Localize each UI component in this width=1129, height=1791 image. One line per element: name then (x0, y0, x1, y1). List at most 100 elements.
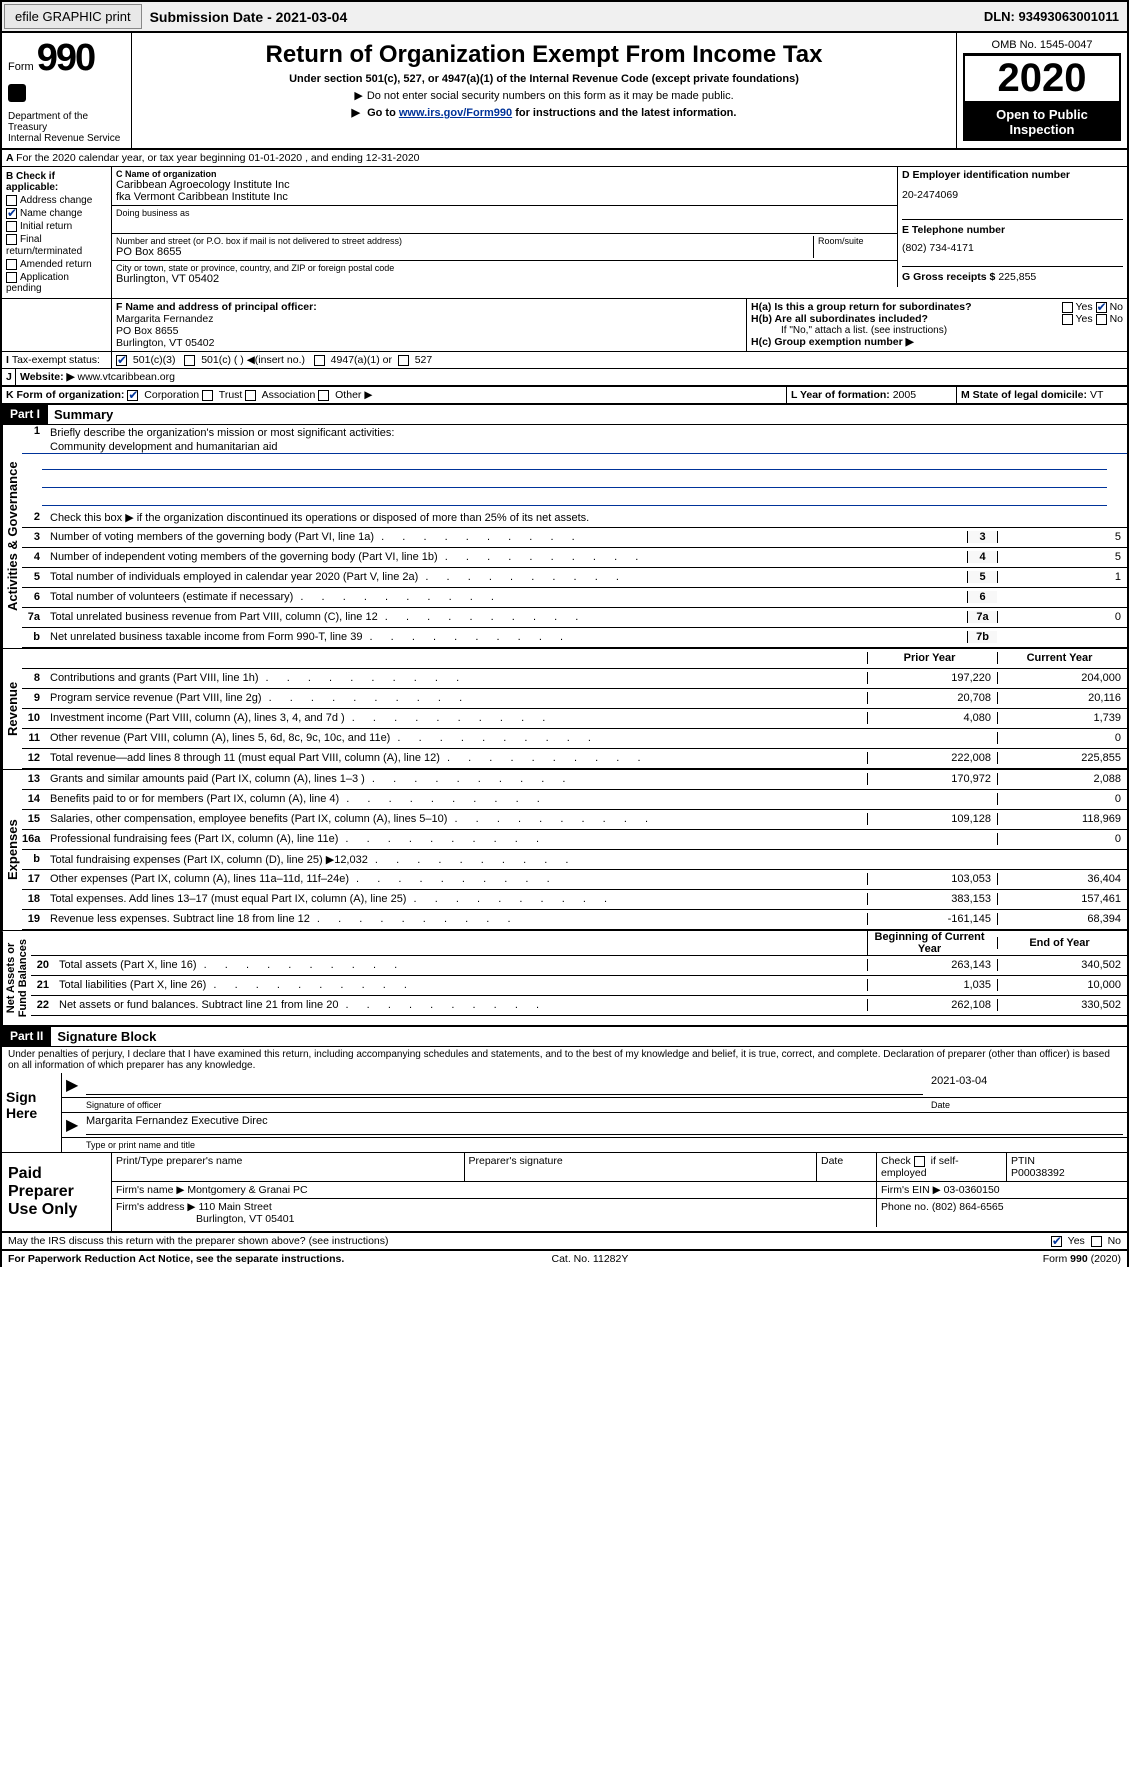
form-word: Form (8, 61, 34, 73)
mission-line-3 (42, 474, 1107, 488)
form-subtitle-3: Go to www.irs.gov/Form990 for instructio… (138, 106, 950, 119)
sign-date: 2021-03-04 (923, 1075, 1123, 1095)
tax-year: 2020 (963, 54, 1121, 103)
irs-link[interactable]: www.irs.gov/Form990 (399, 107, 512, 119)
open-to-public: Open to PublicInspection (963, 103, 1121, 141)
tab-expenses: Expenses (2, 770, 22, 930)
footer-cat: Cat. No. 11282Y (551, 1253, 628, 1265)
officer-addr2: Burlington, VT 05402 (116, 337, 742, 349)
checkbox-name-change[interactable] (6, 208, 17, 219)
checkbox-hb-no[interactable] (1096, 314, 1107, 325)
page-footer: For Paperwork Reduction Act Notice, see … (0, 1251, 1129, 1267)
summary-line: 5Total number of individuals employed in… (22, 568, 1127, 588)
governance-section: Activities & Governance 1Briefly describ… (0, 425, 1129, 648)
label-discuss-no: No (1108, 1235, 1121, 1247)
label-final-return: Final return/terminated (6, 235, 82, 257)
label-name-title: Type or print name and title (86, 1140, 195, 1150)
label-firm-addr: Firm's address ▶ (116, 1201, 196, 1213)
checkbox-discuss-yes[interactable] (1051, 1236, 1062, 1247)
part2-title: Signature Block (51, 1027, 162, 1046)
checkbox-4947[interactable] (314, 355, 325, 366)
checkbox-ha-yes[interactable] (1062, 302, 1073, 313)
section-b: B Check if applicable: Address change Na… (2, 167, 112, 298)
mission-line-2 (42, 456, 1107, 470)
form-title: Return of Organization Exempt From Incom… (138, 41, 950, 69)
hb-note: If "No," attach a list. (see instruction… (751, 325, 1123, 336)
checkbox-final-return[interactable] (6, 234, 17, 245)
part2-header-row: Part II Signature Block (0, 1027, 1129, 1047)
checkbox-app-pending[interactable] (6, 272, 17, 283)
footer-left: For Paperwork Reduction Act Notice, see … (8, 1253, 344, 1265)
label-phone: E Telephone number (902, 224, 1123, 236)
checkbox-trust[interactable] (202, 390, 213, 401)
label-website: Website: ▶ (20, 371, 75, 383)
part1-title: Summary (48, 405, 119, 424)
label-ha: H(a) Is this a group return for subordin… (751, 301, 972, 313)
label-501c: 501(c) ( ) ◀(insert no.) (201, 354, 305, 366)
summary-line: 20Total assets (Part X, line 16)263,1433… (31, 956, 1127, 976)
label-form-of-org: K Form of organization: (6, 389, 124, 401)
label-amended: Amended return (20, 259, 92, 270)
summary-line: 18Total expenses. Add lines 13–17 (must … (22, 890, 1127, 910)
website-row: J Website: ▶ www.vtcaribbean.org (0, 369, 1129, 387)
summary-line: 12Total revenue—add lines 8 through 11 (… (22, 749, 1127, 769)
label-city: City or town, state or province, country… (116, 263, 893, 273)
footer-right: Form 990 (2020) (1043, 1253, 1121, 1265)
goto-prefix: Go to (367, 107, 399, 119)
mission-text: Community development and humanitarian a… (22, 441, 1127, 454)
checkbox-amended[interactable] (6, 259, 17, 270)
part1-header-row: Part I Summary (0, 405, 1129, 425)
summary-line: bTotal fundraising expenses (Part IX, co… (22, 850, 1127, 870)
label-no: No (1110, 301, 1123, 313)
summary-line: 11Other revenue (Part VIII, column (A), … (22, 729, 1127, 749)
label-assoc: Association (262, 389, 316, 401)
officer-addr1: PO Box 8655 (116, 325, 742, 337)
label-4947: 4947(a)(1) or (331, 354, 392, 366)
label-preparer-sig: Preparer's signature (465, 1153, 818, 1181)
arrow-icon: ▶ (66, 1075, 86, 1095)
officer-name-title: Margarita Fernandez Executive Direc (86, 1115, 1123, 1135)
checkbox-address-change[interactable] (6, 195, 17, 206)
checkbox-discuss-no[interactable] (1091, 1236, 1102, 1247)
checkbox-corp[interactable] (127, 390, 138, 401)
city: Burlington, VT 05402 (116, 273, 893, 285)
expenses-section: Expenses 13Grants and similar amounts pa… (0, 769, 1129, 930)
part2-badge: Part II (2, 1027, 51, 1046)
summary-line: 4Number of independent voting members of… (22, 548, 1127, 568)
label-officer: F Name and address of principal officer: (116, 301, 742, 313)
checkbox-other-org[interactable] (318, 390, 329, 401)
label-room: Room/suite (818, 236, 893, 246)
checkbox-hb-yes[interactable] (1062, 314, 1073, 325)
tab-netassets: Net Assets or Fund Balances (2, 931, 31, 1025)
checkbox-initial-return[interactable] (6, 221, 17, 232)
section-b-header: B Check if applicable: (6, 171, 107, 193)
summary-line: 9Program service revenue (Part VIII, lin… (22, 689, 1127, 709)
revenue-section: Revenue Prior YearCurrent Year 8Contribu… (0, 648, 1129, 769)
label-firm-name: Firm's name ▶ (116, 1184, 184, 1196)
checkbox-527[interactable] (398, 355, 409, 366)
label-yes: Yes (1076, 301, 1093, 313)
label-prep-date: Date (817, 1153, 877, 1181)
street: PO Box 8655 (116, 246, 813, 258)
form-number: 990 (37, 37, 94, 79)
summary-line: 7aTotal unrelated business revenue from … (22, 608, 1127, 628)
checkbox-self-employed[interactable] (914, 1156, 925, 1167)
gross-receipts: 225,855 (998, 271, 1036, 283)
label-trust: Trust (219, 389, 243, 401)
dots (389, 1235, 1051, 1247)
label-no-2: No (1110, 313, 1123, 325)
org-name: Caribbean Agroecology Institute Inc fka … (116, 179, 893, 203)
checkbox-ha-no[interactable] (1096, 302, 1107, 313)
label-501c3: 501(c)(3) (133, 354, 176, 366)
label-hb: H(b) Are all subordinates included? (751, 313, 928, 325)
discuss-row: May the IRS discuss this return with the… (0, 1233, 1129, 1251)
label-tax-exempt: Tax-exempt status: (12, 354, 100, 366)
checkbox-assoc[interactable] (245, 390, 256, 401)
checkbox-501c[interactable] (184, 355, 195, 366)
checkbox-501c3[interactable] (116, 355, 127, 366)
efile-print-button[interactable]: efile GRAPHIC print (4, 4, 142, 29)
form-subtitle-2: Do not enter social security numbers on … (138, 89, 950, 102)
summary-line: 10Investment income (Part VIII, column (… (22, 709, 1127, 729)
firm-name: Montgomery & Granai PC (187, 1184, 307, 1196)
label-firm-phone: Phone no. (881, 1201, 929, 1213)
